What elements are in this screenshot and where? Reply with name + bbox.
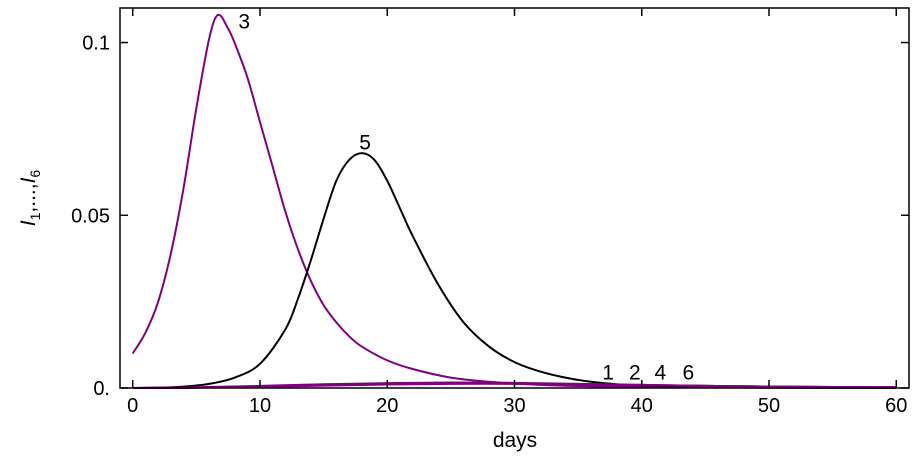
curves-layer	[131, 13, 897, 389]
curve-label-2: 2	[629, 361, 641, 384]
curve-label-3: 3	[238, 11, 250, 34]
x-tick-label-30: 30	[503, 395, 525, 417]
x-tick-label-0: 0	[127, 395, 138, 417]
series-line-3	[131, 13, 897, 389]
curve-labels-layer: 3 5 1 2 4 6	[238, 11, 694, 385]
y-tick-label-0.: 0.	[93, 378, 110, 400]
y-tick-label-0.05: 0.05	[71, 205, 110, 227]
x-tick-label-60: 60	[885, 395, 907, 417]
y-axis-var: I	[17, 220, 40, 226]
y-axis-sub1: 1	[27, 212, 43, 220]
y-axis-sep: ,...,	[17, 183, 40, 212]
ticks-layer: 0 10 20 30 40 50 60 0. 0.05 0.1	[71, 8, 909, 417]
curve-label-4: 4	[654, 361, 666, 384]
curve-label-6: 6	[682, 361, 694, 384]
x-tick-label-40: 40	[631, 395, 653, 417]
x-tick-label-20: 20	[376, 395, 398, 417]
y-tick-label-0.1: 0.1	[82, 33, 110, 55]
x-tick-label-10: 10	[249, 395, 271, 417]
series-line-5	[132, 152, 897, 389]
y-axis-sub2: 6	[27, 170, 43, 178]
curve-label-5: 5	[359, 132, 371, 155]
x-axis-title: days	[493, 429, 537, 452]
plot-frame	[119, 7, 910, 389]
y-axis-title: I1,...,I6	[17, 170, 43, 227]
x-tick-label-50: 50	[758, 395, 780, 417]
y-axis-var-2: I	[17, 177, 40, 183]
curve-label-1: 1	[602, 361, 614, 384]
